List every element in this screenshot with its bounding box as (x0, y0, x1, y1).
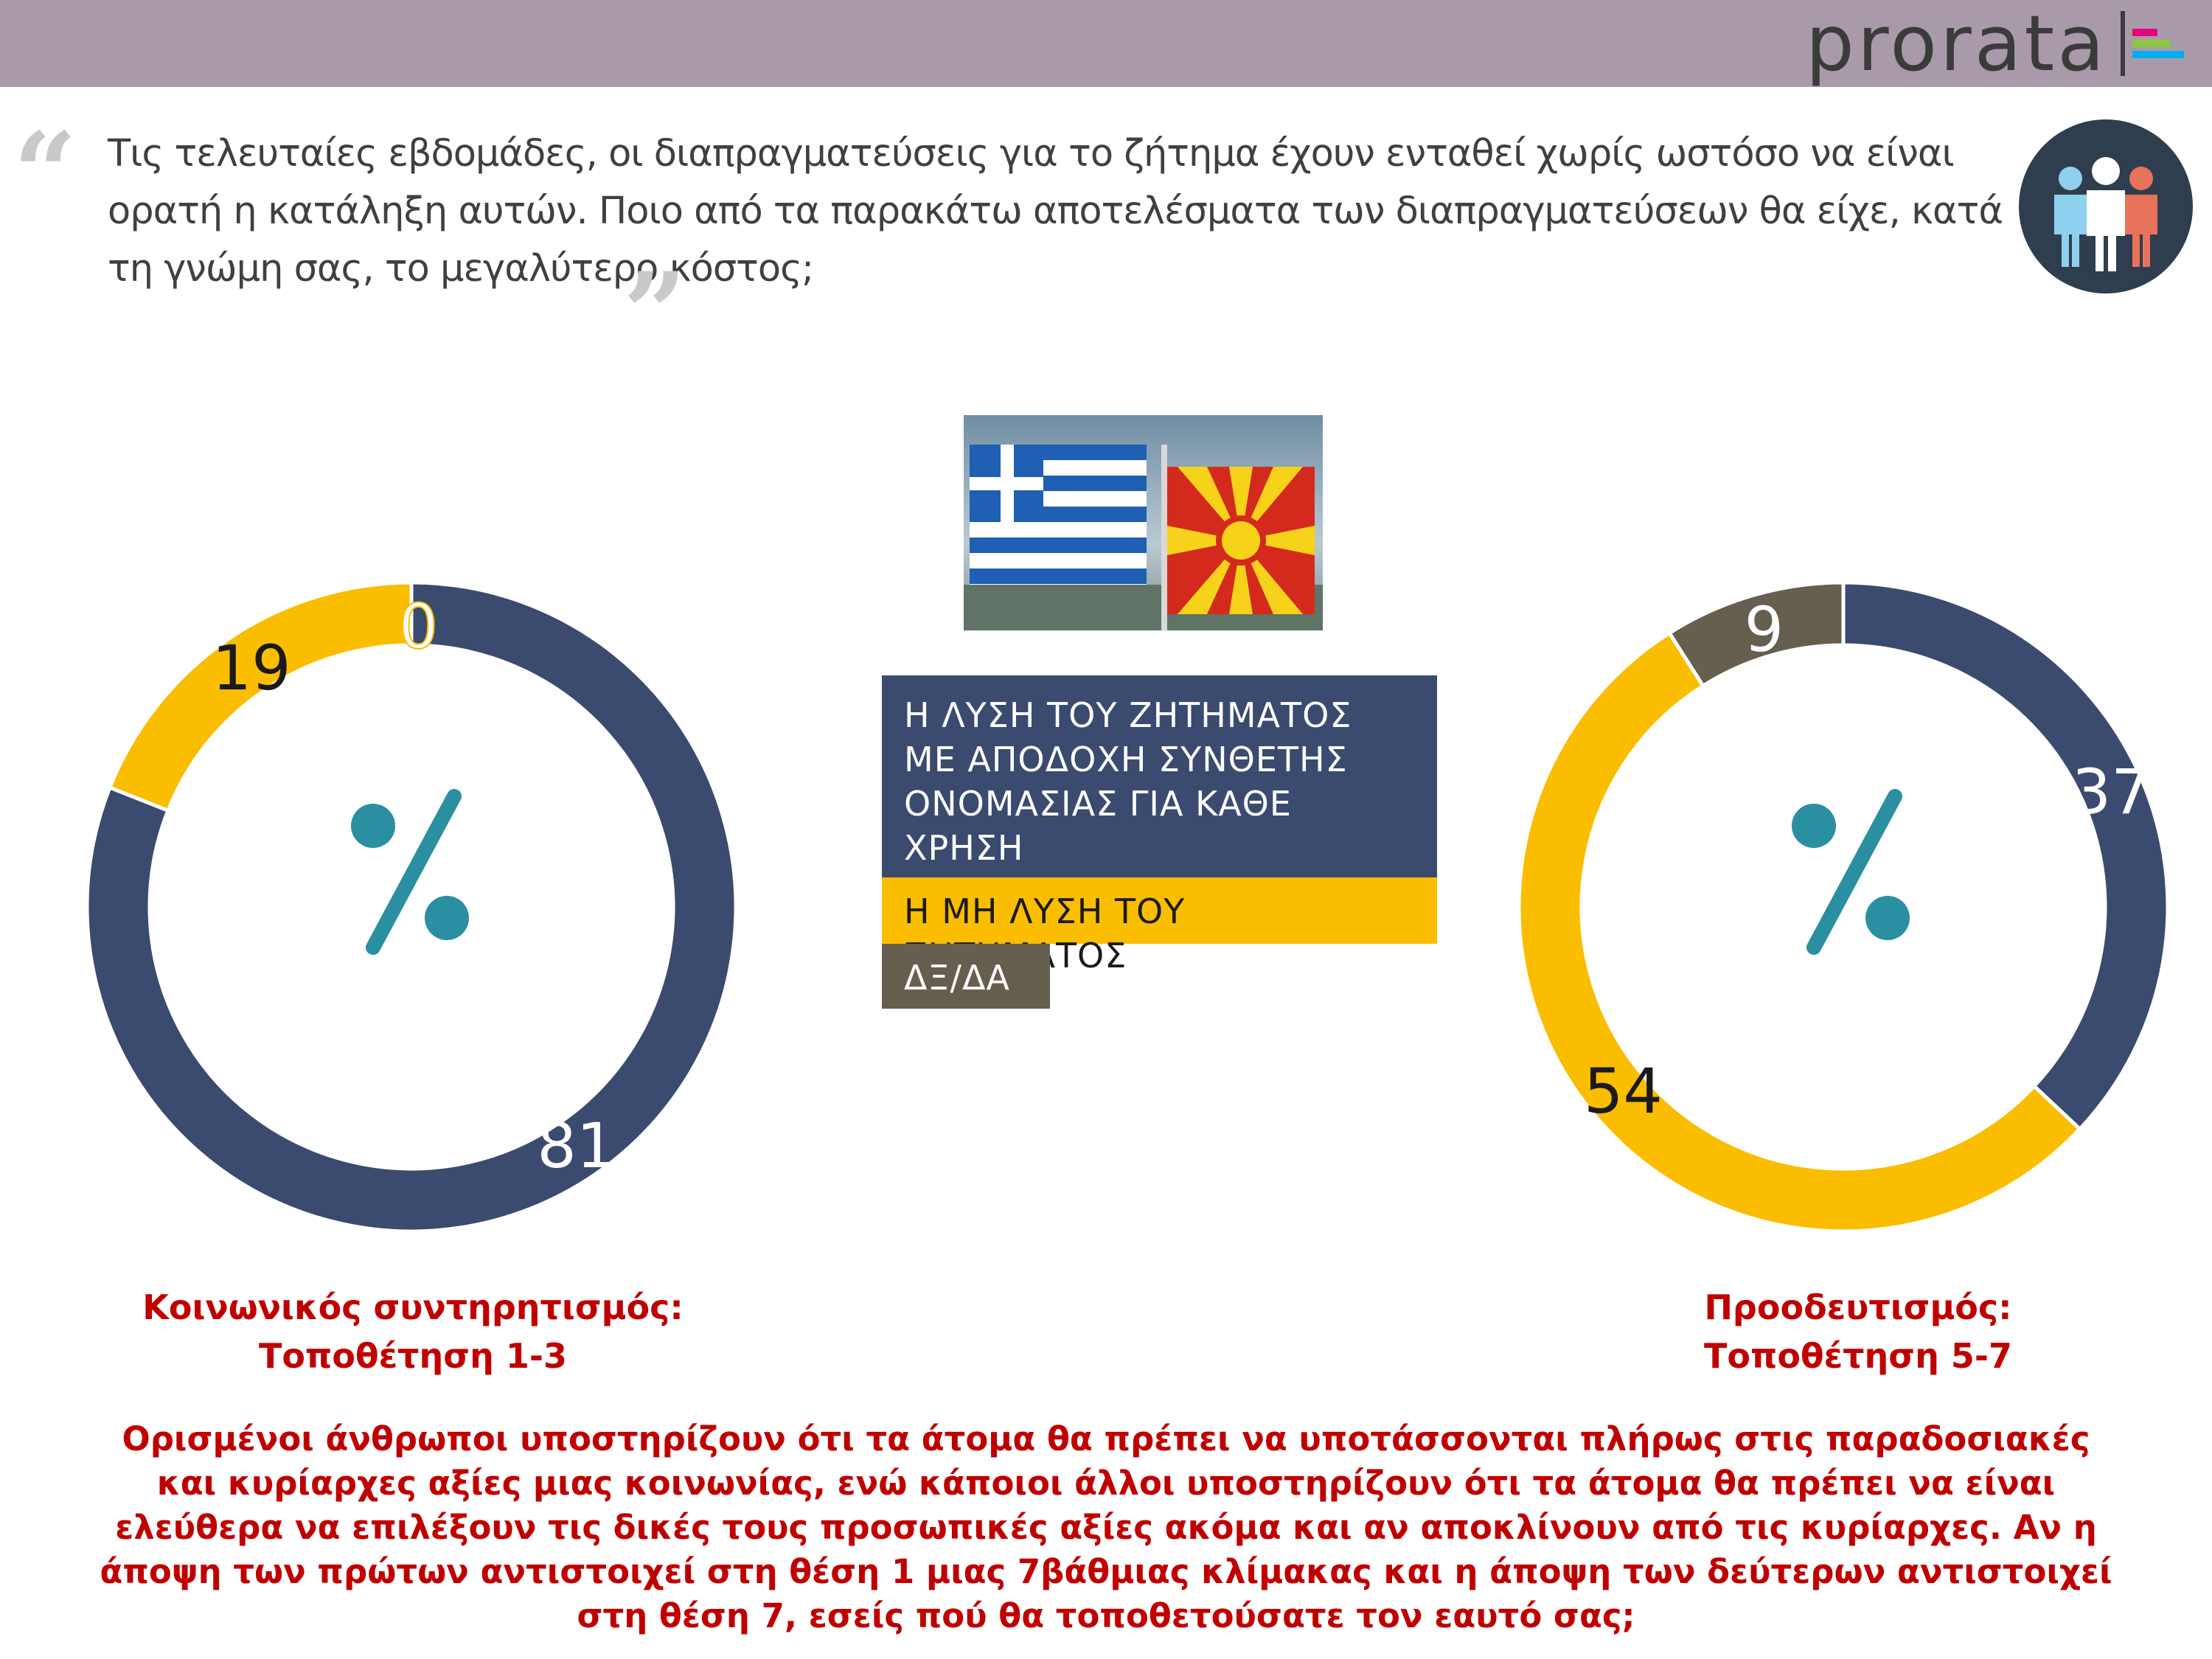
close-quote-icon: ” (623, 248, 687, 378)
scale-question-footnote: Ορισμένοι άνθρωποι υποστηρίζουν ότι τα ά… (100, 1419, 2112, 1635)
donut-slice (107, 580, 414, 813)
donut-chart-progressivism (1517, 580, 2170, 1234)
question-text: Τις τελευταίες εβδομάδες, οι διαπραγματε… (108, 132, 2003, 291)
logo-pipe (2121, 11, 2125, 76)
donut-chart-conservatism (85, 580, 738, 1234)
logo-text: prorata (1805, 0, 2107, 88)
people-group-icon (2019, 119, 2193, 293)
chart-caption-progressivism: Προοδευτισμός: Τοποθέτηση 5-7 (1563, 1283, 2153, 1380)
donut-slice (1841, 580, 2170, 1132)
flags-photo (964, 415, 1323, 630)
percent-icon (351, 789, 469, 955)
chart-caption-conservatism: Κοινωνικός συντηρητισμός: Τοποθέτηση 1-3 (118, 1283, 708, 1380)
data-label: 54 (1583, 1054, 1663, 1127)
open-quote-icon: “ (13, 108, 77, 238)
legend-item-dont-know: ΔΞ/ΔΑ (882, 944, 1050, 1009)
logo-mark-icon (2121, 10, 2184, 77)
logo-bar-green (2132, 40, 2171, 47)
caption-line: Τοποθέτηση 5-7 (1704, 1336, 2012, 1376)
caption-line: Τοποθέτηση 1-3 (259, 1336, 567, 1376)
legend-item-composite-name: Η ΛΥΣΗ ΤΟΥ ΖΗΤΗΜΑΤΟΣ ΜΕ ΑΠΟΔΟΧΗ ΣΥΝΘΕΤΗΣ… (882, 675, 1437, 877)
header-bar: prorata (0, 0, 2212, 88)
data-label: 37 (2071, 756, 2151, 829)
north-macedonia-flag (1167, 467, 1315, 614)
data-label: 0 (398, 591, 439, 664)
logo-bars (2132, 29, 2184, 58)
data-label: 19 (212, 631, 291, 704)
caption-line: Προοδευτισμός: (1704, 1287, 2012, 1327)
greek-flag (970, 445, 1147, 585)
logo-bar-blue (2132, 51, 2184, 58)
logo-bar-pink (2132, 29, 2157, 36)
percent-icon (1792, 789, 1910, 955)
data-label: 9 (1744, 593, 1784, 666)
donut-slice (1666, 580, 1846, 689)
caption-line: Κοινωνικός συντηρητισμός: (142, 1287, 684, 1327)
donut-slice (85, 580, 738, 1234)
prorata-logo: prorata (1805, 0, 2184, 88)
donut-slice (1517, 630, 2083, 1234)
legend-item-no-solution: Η ΜΗ ΛΥΣΗ ΤΟΥ ΖΗΤΗΜΑΤΟΣ (882, 877, 1437, 975)
data-label: 81 (537, 1110, 616, 1183)
